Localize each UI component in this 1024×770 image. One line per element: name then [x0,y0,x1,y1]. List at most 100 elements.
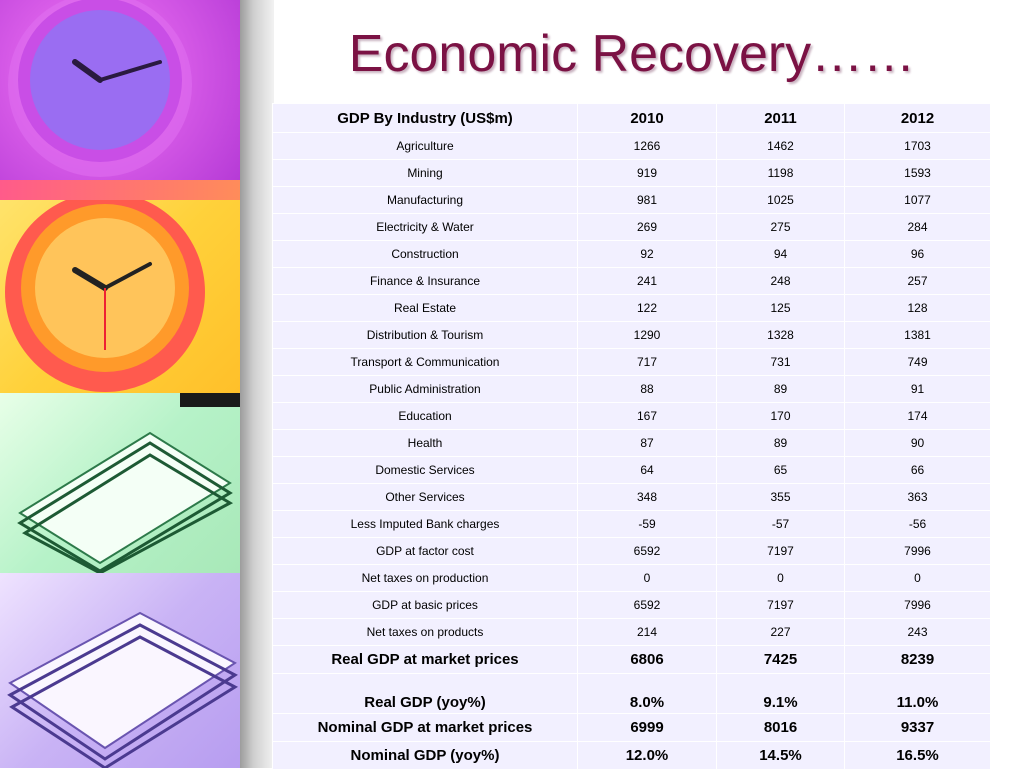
decorative-image-strip [0,0,240,768]
table-row: Mining 919 1198 1593 [272,159,991,187]
value-cell-2012: 7996 [844,591,991,619]
value-cell-2010: 1266 [577,132,717,160]
value-cell-2011: 94 [716,240,845,268]
value-cell-2010: 12.0% [577,741,717,770]
value-cell-2011: 0 [716,564,845,592]
value-cell-2012: 174 [844,402,991,430]
table-row: Net taxes on products 214 227 243 [272,618,991,646]
value-cell-2010: 6806 [577,645,717,674]
value-cell-2012: 1381 [844,321,991,349]
table-row: Education 167 170 174 [272,402,991,430]
row-label-cell: Real GDP (yoy%) [272,673,578,714]
value-cell-2012: 128 [844,294,991,322]
row-label-cell: Net taxes on production [272,564,578,592]
table-row: Nominal GDP (yoy%) 12.0% 14.5% 16.5% [272,741,991,770]
row-label-cell: Net taxes on products [272,618,578,646]
value-cell-2010: 981 [577,186,717,214]
value-cell-2010: 919 [577,159,717,187]
table-row: Real Estate 122 125 128 [272,294,991,322]
pink-band [0,180,240,202]
value-cell-2010: 88 [577,375,717,403]
value-cell-2012: 363 [844,483,991,511]
table-row: GDP at factor cost 6592 7197 7996 [272,537,991,565]
value-cell-2012: 749 [844,348,991,376]
table-header-row: GDP By Industry (US$m) 2010 2011 2012 [272,103,991,133]
value-cell-2011: 125 [716,294,845,322]
row-label-cell: Electricity & Water [272,213,578,241]
table-row: Nominal GDP at market prices 6999 8016 9337 [272,713,991,742]
value-cell-2010: 348 [577,483,717,511]
table-row: Domestic Services 64 65 66 [272,456,991,484]
value-cell-2011: 7425 [716,645,845,674]
table-row: Health 87 89 90 [272,429,991,457]
value-cell-2012: 1593 [844,159,991,187]
value-cell-2011: 14.5% [716,741,845,770]
value-cell-2010: -59 [577,510,717,538]
row-label-cell: Distribution & Tourism [272,321,578,349]
value-cell-2010: 122 [577,294,717,322]
orange-clock-image [0,200,240,393]
header-2011: 2011 [716,103,845,133]
row-label-cell: Manufacturing [272,186,578,214]
purple-books-image [0,573,240,768]
row-label-cell: Nominal GDP at market prices [272,713,578,742]
table-row: Less Imputed Bank charges -59 -57 -56 [272,510,991,538]
table-row: Transport & Communication 717 731 749 [272,348,991,376]
value-cell-2012: 243 [844,618,991,646]
value-cell-2010: 241 [577,267,717,295]
value-cell-2012: 257 [844,267,991,295]
row-label-cell: GDP at factor cost [272,537,578,565]
row-label-cell: Less Imputed Bank charges [272,510,578,538]
value-cell-2012: 16.5% [844,741,991,770]
value-cell-2011: 275 [716,213,845,241]
value-cell-2010: 87 [577,429,717,457]
value-cell-2011: 65 [716,456,845,484]
value-cell-2010: 0 [577,564,717,592]
row-label-cell: GDP at basic prices [272,591,578,619]
value-cell-2010: 167 [577,402,717,430]
value-cell-2011: 170 [716,402,845,430]
table-row: Construction 92 94 96 [272,240,991,268]
green-books-image [0,393,240,573]
table-row: Electricity & Water 269 275 284 [272,213,991,241]
value-cell-2012: -56 [844,510,991,538]
row-label-cell: Transport & Communication [272,348,578,376]
row-label-cell: Real Estate [272,294,578,322]
value-cell-2010: 6999 [577,713,717,742]
row-label-cell: Real GDP at market prices [272,645,578,674]
header-2012: 2012 [844,103,991,133]
value-cell-2010: 6592 [577,537,717,565]
table-row: Other Services 348 355 363 [272,483,991,511]
row-label-cell: Agriculture [272,132,578,160]
value-cell-2012: 7996 [844,537,991,565]
slide-title: Economic Recovery…… [348,25,916,83]
value-cell-2011: 248 [716,267,845,295]
table-row: Agriculture 1266 1462 1703 [272,132,991,160]
value-cell-2011: 89 [716,429,845,457]
value-cell-2011: 227 [716,618,845,646]
row-label-cell: Nominal GDP (yoy%) [272,741,578,770]
value-cell-2010: 214 [577,618,717,646]
table-row: Real GDP at market prices 6806 7425 8239 [272,645,991,674]
value-cell-2011: 1198 [716,159,845,187]
row-label-cell: Health [272,429,578,457]
header-2010: 2010 [577,103,717,133]
value-cell-2011: 89 [716,375,845,403]
value-cell-2012: 66 [844,456,991,484]
strip-shadow [240,0,274,768]
row-label-cell: Finance & Insurance [272,267,578,295]
value-cell-2010: 92 [577,240,717,268]
table-row: Manufacturing 981 1025 1077 [272,186,991,214]
table-row: Net taxes on production 0 0 0 [272,564,991,592]
value-cell-2011: 9.1% [716,673,845,714]
value-cell-2011: 355 [716,483,845,511]
value-cell-2012: 96 [844,240,991,268]
value-cell-2011: 731 [716,348,845,376]
gdp-table: GDP By Industry (US$m) 2010 2011 2012 Ag… [272,103,991,770]
value-cell-2012: 9337 [844,713,991,742]
value-cell-2011: 1328 [716,321,845,349]
purple-clock-image [0,0,240,183]
table-row: Finance & Insurance 241 248 257 [272,267,991,295]
table-row: Public Administration 88 89 91 [272,375,991,403]
row-label-cell: Education [272,402,578,430]
